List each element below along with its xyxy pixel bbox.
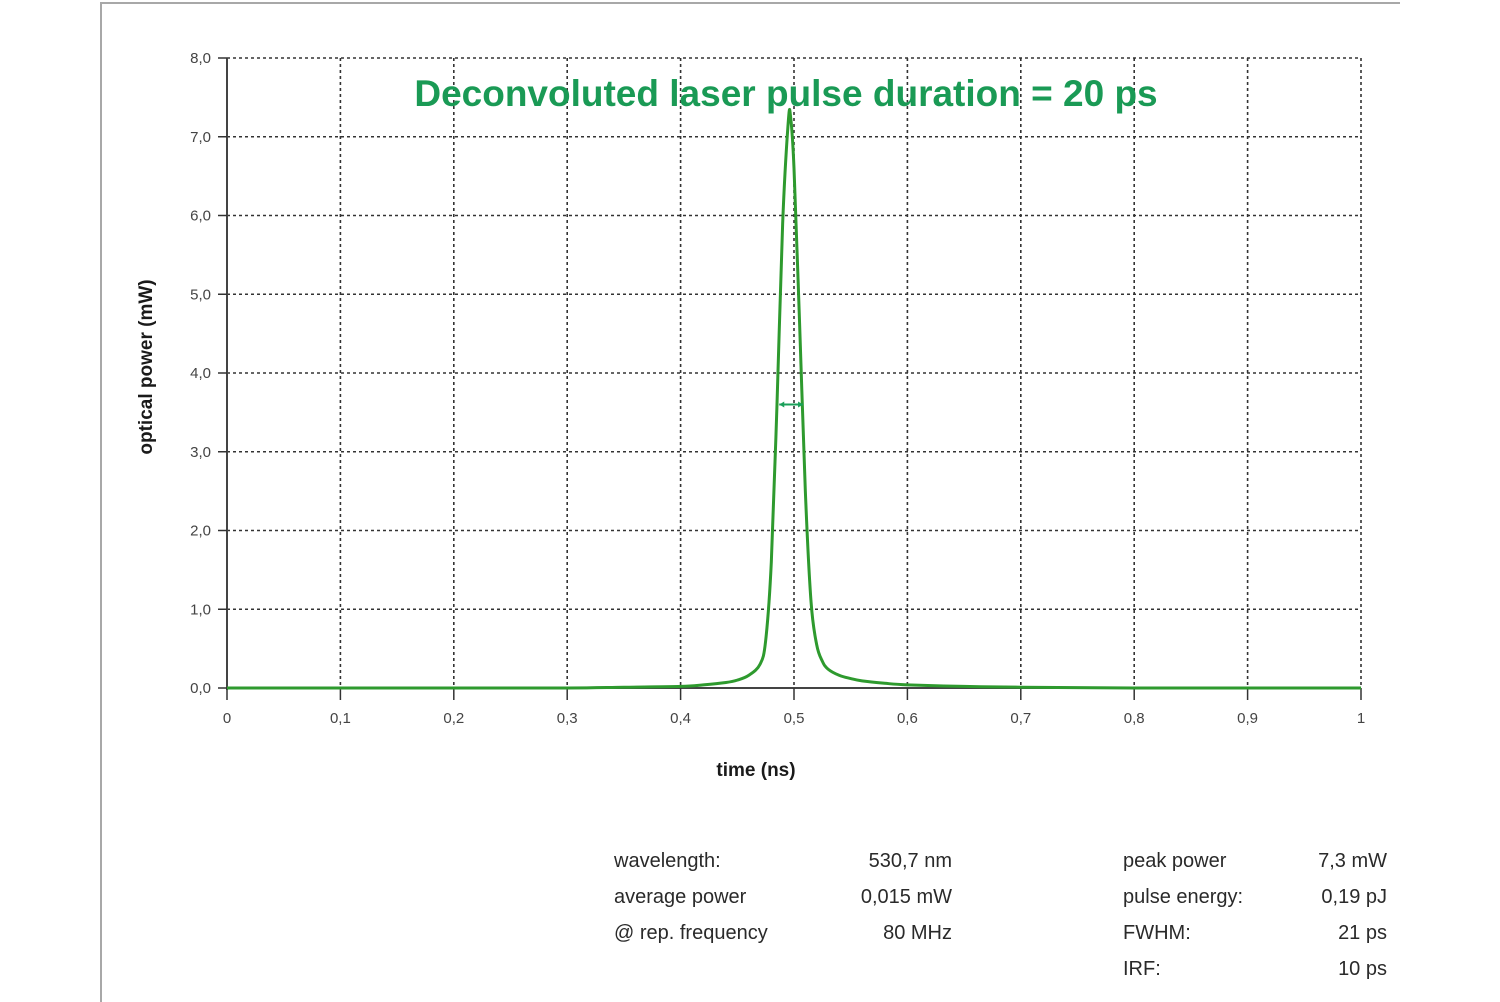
param-value: 0,015 mW [860, 886, 952, 908]
param-label: wavelength: [614, 850, 721, 872]
y-tick-label: 4,0 [190, 365, 211, 382]
y-axis-ticks: 0,0 1,0 2,0 3,0 4,0 5,0 6,0 7,0 8,0 [190, 50, 227, 697]
x-axis-title: time (ns) [716, 760, 795, 781]
chart-frame [100, 2, 1400, 1002]
param-value: 21 ps [1338, 922, 1387, 944]
param-label: peak power [1123, 850, 1227, 872]
x-tick-label: 1 [1357, 710, 1365, 727]
x-tick-label: 0 [223, 710, 231, 727]
y-tick-label: 2,0 [190, 523, 211, 540]
arrow-left-icon [779, 401, 785, 408]
param-label: pulse energy: [1123, 886, 1244, 908]
param-value: 10 ps [1338, 958, 1387, 980]
param-label: FWHM: [1123, 922, 1191, 944]
y-tick-label: 5,0 [190, 286, 211, 303]
param-label: average power [614, 886, 747, 908]
param-label: @ rep. frequency [614, 922, 768, 944]
x-axis-ticks: 0 0,1 0,2 0,3 0,4 0,5 0,6 0,7 0,8 0,9 1 [223, 688, 1365, 727]
x-tick-label: 0,1 [330, 710, 351, 727]
x-tick-label: 0,6 [897, 710, 918, 727]
y-axis-title: optical power (mW) [136, 279, 157, 454]
x-tick-label: 0,9 [1237, 710, 1258, 727]
y-tick-label: 3,0 [190, 444, 211, 461]
arrow-right-icon [798, 401, 804, 408]
y-tick-label: 7,0 [190, 129, 211, 146]
y-tick-label: 6,0 [190, 208, 211, 225]
param-value: 530,7 nm [868, 850, 952, 872]
y-tick-label: 8,0 [190, 50, 211, 67]
x-tick-label: 0,2 [443, 710, 464, 727]
fwhm-marker [779, 401, 804, 408]
param-value: 0,19 pJ [1321, 886, 1387, 908]
x-tick-label: 0,8 [1124, 710, 1145, 727]
x-tick-label: 0,3 [557, 710, 578, 727]
x-tick-label: 0,7 [1010, 710, 1031, 727]
x-tick-label: 0,5 [784, 710, 805, 727]
param-value: 80 MHz [883, 922, 952, 944]
y-tick-label: 1,0 [190, 601, 211, 618]
x-tick-label: 0,4 [670, 710, 691, 727]
y-tick-label: 0,0 [190, 680, 211, 697]
pulse-curve [226, 107, 1361, 690]
param-label: IRF: [1123, 958, 1161, 980]
chart-title: Deconvoluted laser pulse duration = 20 p… [414, 73, 1157, 114]
param-value: 7,3 mW [1318, 850, 1387, 872]
